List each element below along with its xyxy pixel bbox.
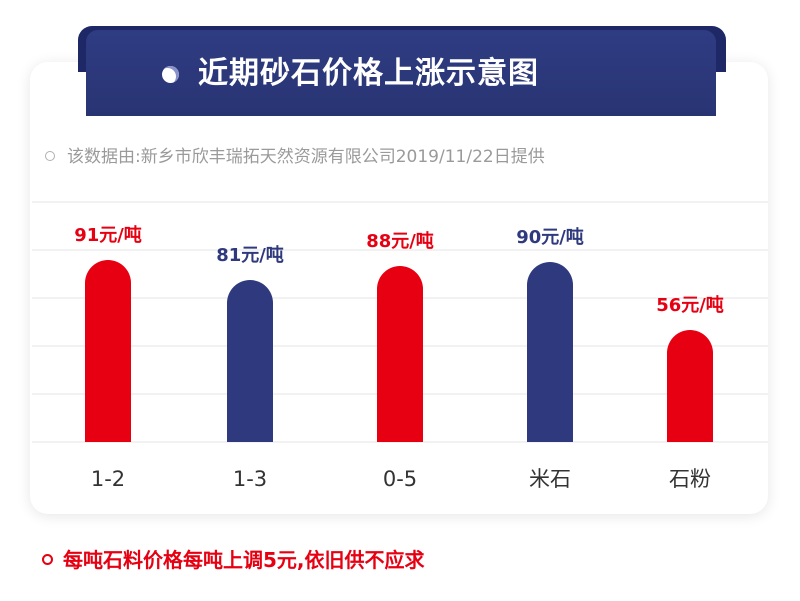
bar <box>227 280 273 442</box>
title-banner <box>86 30 716 116</box>
data-label: 81元/吨 <box>216 244 284 266</box>
source-note-text: 该数据由:新乡市欣丰瑞拓天然资源有限公司2019/11/22日提供 <box>67 147 545 167</box>
footnote-text: 每吨石料价格每吨上调5元,依旧供不应求 <box>63 548 425 572</box>
footnote: 每吨石料价格每吨上调5元,依旧供不应求 <box>42 547 425 573</box>
source-note: 该数据由:新乡市欣丰瑞拓天然资源有限公司2019/11/22日提供 <box>45 145 545 169</box>
bar <box>377 266 423 442</box>
x-tick-label: 1-3 <box>233 467 267 491</box>
bar <box>85 260 131 442</box>
data-label: 56元/吨 <box>656 294 724 316</box>
data-label: 90元/吨 <box>516 226 584 248</box>
chart-title: 近期砂石价格上涨示意图 <box>198 56 539 91</box>
x-tick-label: 0-5 <box>383 467 417 491</box>
bar <box>667 330 713 442</box>
x-tick-label: 米石 <box>529 467 571 491</box>
x-tick-label: 1-2 <box>91 467 125 491</box>
bar <box>527 262 573 442</box>
circle-bullet-icon <box>45 151 55 161</box>
x-tick-label: 石粉 <box>669 467 711 491</box>
circle-bullet-icon <box>42 554 53 565</box>
data-label: 88元/吨 <box>366 230 434 252</box>
data-label: 91元/吨 <box>74 224 142 246</box>
bullet-dot-icon <box>162 66 179 83</box>
